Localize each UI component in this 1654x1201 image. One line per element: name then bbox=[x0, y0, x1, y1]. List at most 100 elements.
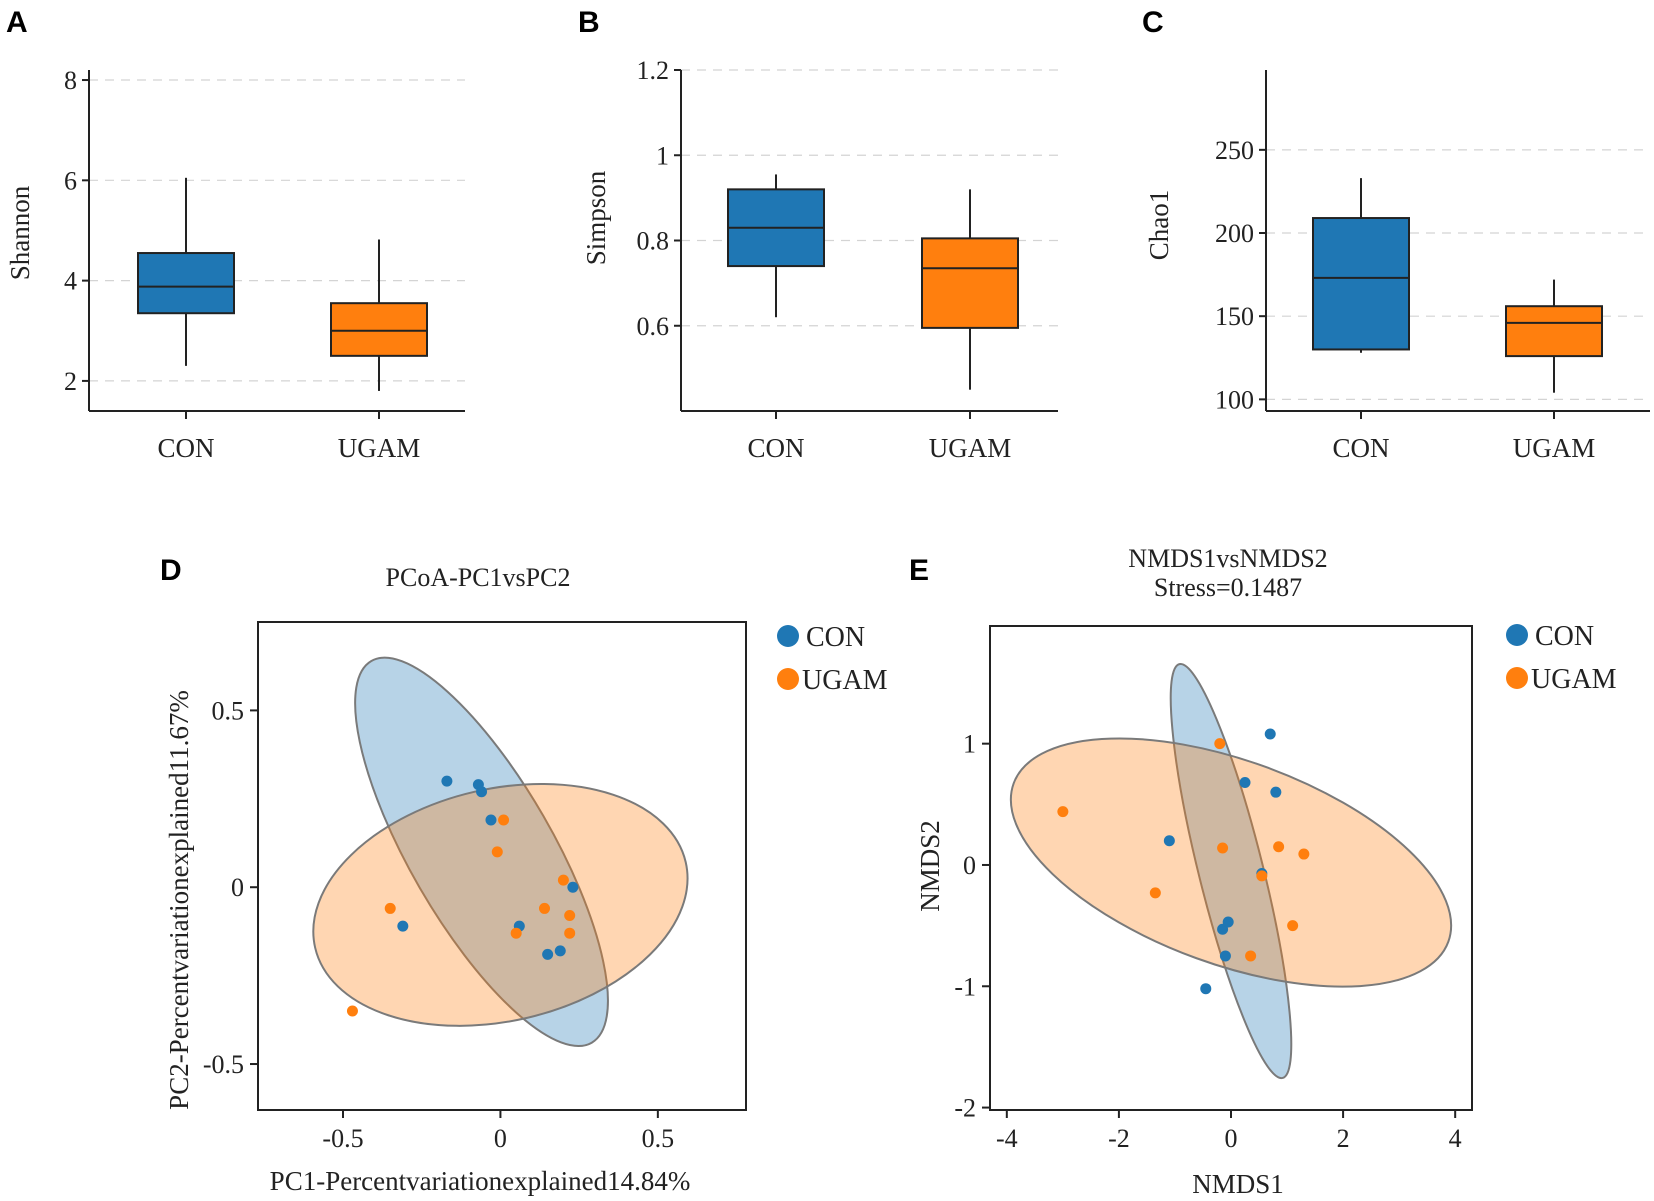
confidence-ellipse-e-con bbox=[1169, 662, 1293, 1080]
x-tick-label-d-1: 0 bbox=[494, 1124, 507, 1153]
point-e-ugam-8 bbox=[1245, 950, 1257, 962]
point-e-ugam-0 bbox=[1214, 738, 1226, 750]
y-tick-label-d-1: 0 bbox=[231, 873, 244, 902]
x-axis-title-d: PC1-Percentvariationexplained14.84% bbox=[270, 1166, 691, 1196]
point-d-con-2 bbox=[476, 786, 488, 798]
y-tick-label-c-1: 150 bbox=[1215, 302, 1254, 331]
panel-e: E NMDS1vsNMDS2 Stress=0.1487 -4 -2 0 2 4 -2 -1… bbox=[909, 544, 1617, 1199]
y-axis-title-a: Shannon bbox=[5, 185, 35, 280]
x-tick-label-d-0: -0.5 bbox=[322, 1124, 363, 1153]
x-tick-label-e-4: 4 bbox=[1449, 1124, 1462, 1153]
point-e-ugam-2 bbox=[1217, 842, 1229, 854]
plot-area-d: -0.5 0 0.5 -0.5 0 0.5 bbox=[203, 621, 747, 1153]
y-tick-label-a-2: 6 bbox=[64, 166, 77, 195]
legend-marker-e-con bbox=[1506, 624, 1528, 646]
point-d-ugam-6 bbox=[510, 927, 522, 939]
point-d-con-7 bbox=[542, 948, 554, 960]
x-tick-label-e-0: -4 bbox=[996, 1124, 1018, 1153]
point-e-ugam-7 bbox=[1287, 920, 1299, 932]
box-c-ugam bbox=[1505, 305, 1603, 358]
point-d-ugam-8 bbox=[346, 1005, 358, 1017]
point-e-ugam-3 bbox=[1273, 841, 1285, 853]
y-tick-label-d-2: 0.5 bbox=[212, 696, 245, 725]
y-tick-label-d-0: -0.5 bbox=[203, 1050, 244, 1079]
legend-e: CON UGAM bbox=[1506, 621, 1617, 695]
y-tick-label-c-2: 200 bbox=[1215, 219, 1254, 248]
y-tick-label-b-1: 0.8 bbox=[637, 227, 670, 256]
category-label-b-ugam: UGAM bbox=[929, 433, 1012, 463]
point-e-ugam-6 bbox=[1149, 887, 1161, 899]
confidence-ellipse-e-ugam bbox=[1009, 737, 1453, 988]
legend-label-d-con: CON bbox=[806, 622, 865, 653]
y-tick-label-a-1: 4 bbox=[64, 267, 77, 296]
point-e-ugam-5 bbox=[1256, 870, 1268, 882]
legend-marker-d-ugam bbox=[777, 668, 799, 690]
legend-d: CON UGAM bbox=[777, 622, 888, 696]
point-d-ugam-3 bbox=[539, 902, 551, 914]
panel-c: C 100 150 200 250 Chao1 CON UGAM bbox=[1142, 6, 1650, 463]
point-d-con-0 bbox=[441, 775, 453, 787]
point-e-con-8 bbox=[1200, 983, 1212, 995]
point-e-con-2 bbox=[1270, 786, 1282, 798]
y-tick-label-a-3: 8 bbox=[64, 66, 77, 95]
y-tick-label-e-2: 0 bbox=[963, 851, 976, 880]
confidence-ellipse-d-ugam bbox=[312, 782, 689, 1027]
point-e-con-3 bbox=[1163, 835, 1175, 847]
y-tick-label-c-0: 100 bbox=[1215, 385, 1254, 414]
point-d-ugam-0 bbox=[498, 814, 510, 826]
point-d-con-5 bbox=[397, 920, 409, 932]
ellipse-layer-e bbox=[1009, 662, 1453, 1080]
chart-subtitle-e: Stress=0.1487 bbox=[1154, 573, 1302, 602]
y-tick-label-b-0: 0.6 bbox=[637, 312, 670, 341]
category-label-c-ugam: UGAM bbox=[1513, 433, 1596, 463]
point-d-ugam-2 bbox=[557, 874, 569, 886]
plot-area-e: -4 -2 0 2 4 -2 -1 0 1 bbox=[954, 625, 1473, 1153]
category-label-a-ugam: UGAM bbox=[338, 433, 421, 463]
panel-a: A 2 4 6 8 Shannon CON UGAM bbox=[5, 6, 465, 463]
point-e-con-7 bbox=[1219, 950, 1231, 962]
ellipse-layer-d bbox=[312, 656, 689, 1048]
x-tick-label-e-1: -2 bbox=[1108, 1124, 1130, 1153]
y-tick-label-e-1: -1 bbox=[954, 972, 976, 1001]
x-tick-label-d-2: 0.5 bbox=[642, 1124, 675, 1153]
confidence-ellipse-d-con bbox=[354, 656, 609, 1048]
legend-marker-d-con bbox=[777, 625, 799, 647]
plot-area-b: 0.6 0.8 1 1.2 bbox=[637, 56, 1058, 419]
y-axis-title-b: Simpson bbox=[581, 170, 611, 265]
box-b-ugam bbox=[921, 237, 1019, 329]
box-a-ugam bbox=[330, 302, 428, 357]
plot-area-c: 100 150 200 250 bbox=[1215, 70, 1650, 419]
legend-marker-e-ugam bbox=[1506, 667, 1528, 689]
panel-letter-a: A bbox=[6, 6, 28, 39]
point-e-con-6 bbox=[1222, 916, 1234, 928]
y-axis-title-e: NMDS2 bbox=[915, 820, 945, 912]
chart-title-d: PCoA-PC1vsPC2 bbox=[386, 563, 571, 592]
category-label-a-con: CON bbox=[157, 433, 214, 463]
y-tick-label-b-2: 1 bbox=[656, 141, 669, 170]
y-tick-label-c-3: 250 bbox=[1215, 136, 1254, 165]
x-tick-label-e-3: 2 bbox=[1337, 1124, 1350, 1153]
point-e-con-0 bbox=[1264, 728, 1276, 740]
box-c-con bbox=[1312, 217, 1410, 351]
category-label-b-con: CON bbox=[747, 433, 804, 463]
point-e-con-1 bbox=[1239, 776, 1251, 788]
y-tick-label-e-3: 1 bbox=[963, 730, 976, 759]
category-label-c-con: CON bbox=[1332, 433, 1389, 463]
legend-label-d-ugam: UGAM bbox=[802, 665, 888, 696]
y-tick-label-e-0: -2 bbox=[954, 1094, 976, 1123]
panel-letter-b: B bbox=[578, 6, 600, 39]
plot-frame-d bbox=[257, 621, 747, 1111]
point-d-ugam-7 bbox=[564, 927, 576, 939]
legend-label-e-con: CON bbox=[1535, 621, 1594, 652]
x-tick-label-e-2: 0 bbox=[1225, 1124, 1238, 1153]
legend-label-e-ugam: UGAM bbox=[1531, 664, 1617, 695]
point-d-con-8 bbox=[554, 945, 566, 957]
point-d-con-4 bbox=[567, 881, 579, 893]
plot-area-a: 2 4 6 8 bbox=[64, 66, 465, 419]
point-d-ugam-5 bbox=[384, 902, 396, 914]
point-e-ugam-1 bbox=[1057, 806, 1069, 818]
panel-letter-e: E bbox=[909, 554, 929, 587]
x-axis-title-e: NMDS1 bbox=[1192, 1169, 1284, 1199]
panel-letter-d: D bbox=[160, 554, 182, 587]
